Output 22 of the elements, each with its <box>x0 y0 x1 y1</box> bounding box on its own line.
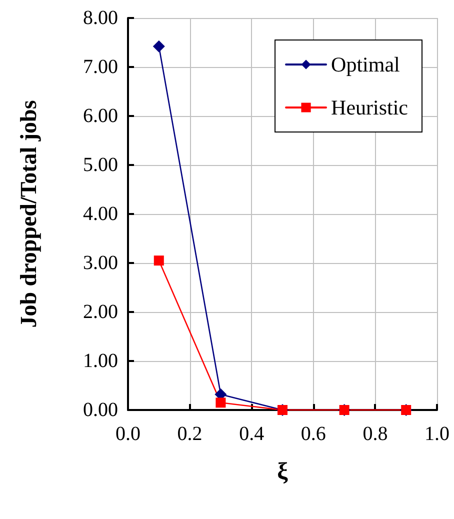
point <box>154 256 164 266</box>
x-tick-label: 0.2 <box>177 423 202 445</box>
y-tick-label: 2.00 <box>83 301 118 323</box>
y-tick-label: 1.00 <box>83 350 118 372</box>
x-axis-title: ξ <box>277 459 288 485</box>
y-axis-title: Job dropped/Total jobs <box>16 100 41 328</box>
x-tick-label: 0.0 <box>116 423 140 445</box>
legend-label: Optimal <box>331 52 400 76</box>
legend-label: Heuristic <box>331 96 408 120</box>
point <box>216 398 226 408</box>
y-tick-label: 0.00 <box>83 399 118 421</box>
y-tick-label: 6.00 <box>83 105 118 127</box>
x-tick-label: 1.0 <box>424 423 450 445</box>
x-tick-label: 0.6 <box>300 423 326 445</box>
x-tick-label: 0.4 <box>239 423 264 445</box>
x-tick-label: 0.8 <box>362 423 388 445</box>
point <box>152 40 165 52</box>
y-tick-label: 3.00 <box>83 252 118 274</box>
y-tick-label: 4.00 <box>83 203 118 225</box>
y-tick-label: 8.00 <box>83 7 118 29</box>
y-tick-label: 7.00 <box>83 56 118 78</box>
y-tick-label: 5.00 <box>83 154 118 176</box>
